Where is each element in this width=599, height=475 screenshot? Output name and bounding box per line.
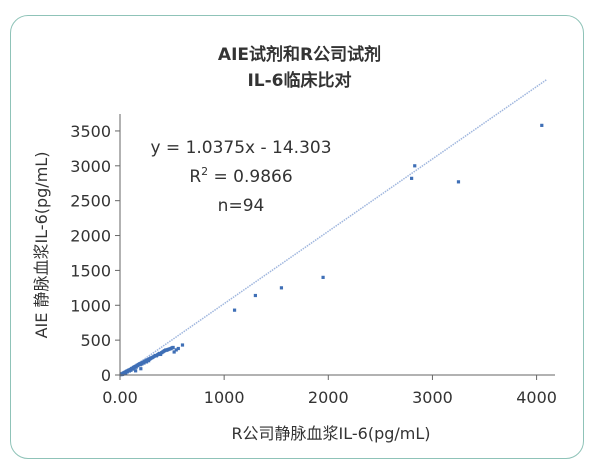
chart-title: AIE试剂和R公司试剂 [217,45,382,65]
r-squared-label: R2 = 0.9866 [189,165,292,187]
x-tick-label: 3000 [412,388,453,407]
x-tick-label: 0.00 [102,388,138,407]
data-point [321,275,325,279]
y-tick-label: 2500 [70,192,111,211]
data-point [253,293,257,298]
trendline [119,78,548,377]
data-point [171,345,175,350]
data-point [456,180,461,184]
y-tick-label: 1000 [70,296,111,315]
data-point [232,308,237,312]
data-point [176,346,180,351]
data-point [180,343,185,347]
sample-size-label: n=94 [218,196,265,216]
x-tick-label: 2000 [308,388,349,407]
data-point [134,369,138,373]
chart-subtitle: IL-6临床比对 [247,71,352,91]
chart-card [10,15,584,459]
y-axis-label: AIE 静脉血浆IL-6(pg/mL) [32,152,51,339]
y-tick-label: 500 [80,331,111,350]
data-point [172,350,176,354]
data-point [159,352,163,357]
data-point [279,286,284,290]
y-tick-label: 3500 [70,122,111,141]
x-tick-label: 4000 [516,388,557,407]
y-tick-label: 1500 [70,261,111,280]
x-tick-label: 1000 [204,388,245,407]
data-point [540,123,544,127]
x-axis-label: R公司静脉血浆IL-6(pg/mL) [231,424,430,443]
y-tick-label: 2000 [70,227,111,246]
y-tick-label: 0 [101,366,111,385]
regression-equation: y = 1.0375x - 14.303 [150,138,331,158]
y-tick-label: 3000 [70,157,111,176]
data-point [413,164,417,168]
data-point [410,176,414,180]
data-point [174,348,178,352]
data-point [139,367,143,371]
